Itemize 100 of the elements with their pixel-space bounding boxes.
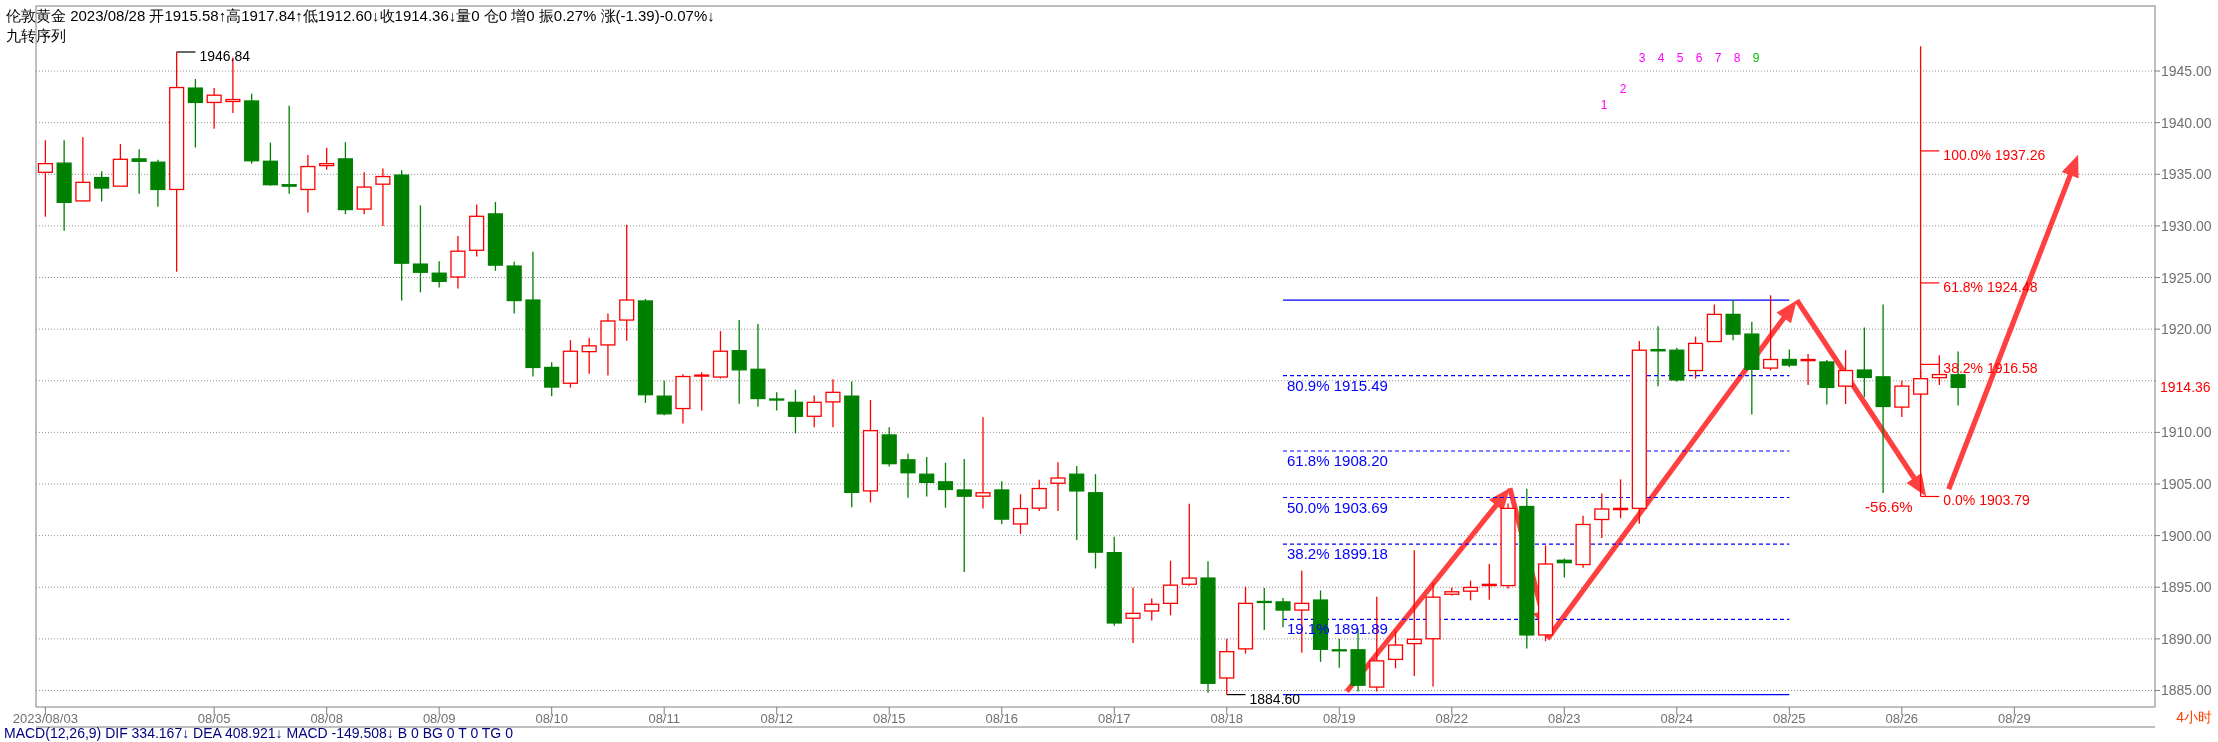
candlestick [300,154,316,214]
x-tick-label: 08/15 [872,711,906,726]
candlestick [281,105,297,195]
x-tick-label: 08/25 [1773,711,1806,726]
y-tick-label: 1910.00 [2161,424,2212,441]
chart-title: 伦敦黄金 2023/08/28 开1915.58↑高1917.84↑低1912.60↓收1914.36↓量0 仓0 增0 振0.27% 涨(-1.39)-0.07%↓ [6,7,715,24]
annotation: 7 [1714,51,1722,65]
candlestick [1856,326,1872,398]
annotation: 8 [1733,51,1741,65]
candlestick [1387,629,1404,670]
text: 4小时 [2176,709,2212,725]
x-tick-label: 08/22 [1435,711,1469,726]
candlestick [1031,479,1047,512]
candlestick [619,224,635,342]
y-tick-label: 1885.00 [2161,682,2212,699]
candlestick [356,171,372,215]
x-tick-label: 08/05 [197,711,231,726]
candlestick [1594,492,1610,539]
candlestick [694,371,710,412]
candlestick [431,260,447,289]
candlestick [1181,503,1197,587]
candlestick [1144,597,1160,622]
y-tick-label: 1890.00 [2161,630,2212,647]
candlestick [600,312,616,377]
y-tick-label: 1900.00 [2161,527,2212,544]
candlestick [1256,587,1272,631]
candlestick [131,148,147,195]
candlestick [956,458,972,573]
series-label: 1884.60 [1249,690,1301,707]
candlestick [94,170,110,203]
y-tick-label: 1925.00 [2161,269,2212,286]
y-tick-label: 1935.00 [2161,166,2212,183]
y-tick-label: 1940.00 [2161,114,2212,131]
candlestick [787,389,804,435]
text: MACD(12,26,9) DIF 334.167↓ DEA 408.921↓ MACD -149.508↓ B 0 BG 0 T 0 TG 0 [4,725,514,741]
candlestick [919,456,935,498]
candlestick [1331,638,1347,669]
y-tick-label: 1930.00 [2161,217,2212,234]
candlestick [825,378,841,428]
x-tick-label: 08/12 [760,711,793,726]
annotation: 5 [1676,51,1684,65]
candlestick [1762,294,1779,372]
candlestick [1050,461,1066,512]
candlestick [581,337,597,375]
y-tick-label: 1905.00 [2161,476,2212,492]
candlestick [412,204,429,294]
x-tick-label: 2023/08/03 [12,711,78,726]
x-tick-label: 08/18 [1210,711,1244,726]
annotation: 1 [1600,98,1608,112]
candlestick [1838,349,1854,405]
text: 1914.36 [2160,379,2211,395]
annotation: 3 [1638,51,1646,65]
series-label: 50.0% 1903.69 [1287,498,1388,516]
candlestick [319,147,335,171]
annotation: 4 [1657,51,1665,65]
candlestick [769,391,785,412]
candlestick [1125,586,1141,644]
x-tick-label: 08/11 [648,711,680,726]
candlestick [206,87,222,130]
series-label: 1946.84 [199,48,251,65]
x-tick-label: 08/16 [985,711,1019,726]
candlestick [1725,299,1741,341]
annotation: 9 [1752,51,1760,65]
annotation: 6 [1695,51,1703,65]
candlestick [900,453,916,499]
candlestick [937,462,954,509]
candlestick [37,139,53,218]
y-tick-label: 1895.00 [2161,579,2212,596]
candlestick [1462,579,1479,601]
candlestick [262,141,278,187]
candlestick [806,394,822,428]
candlestick [1800,353,1816,386]
candlestick [1012,493,1029,535]
candlestick [375,167,391,227]
candlestick [1069,465,1085,541]
candlestick [975,416,991,510]
series-label: 38.2% 1899.18 [1287,545,1388,563]
x-tick-label: 08/09 [422,711,456,726]
annotation: 2 [1619,82,1627,96]
x-tick-label: 08/29 [1998,711,2031,726]
candlestick [544,361,560,397]
candlestick [731,319,747,405]
candlestick [75,136,91,202]
annotation: -56.6% [1865,498,1913,516]
candlestick [656,380,672,416]
x-tick-label: 08/08 [310,711,343,726]
x-tick-label: 08/23 [1548,711,1581,726]
candlestick [1894,380,1910,418]
series-label: 80.9% 1915.49 [1287,376,1388,394]
x-tick-label: 08/26 [1885,711,1919,726]
series-label: 0.0% 1903.79 [1943,492,2030,509]
candlestick [1162,560,1179,616]
x-tick-label: 08/17 [1097,711,1131,726]
x-tick-label: 08/24 [1660,711,1694,726]
y-tick-label: 1945.00 [2161,63,2212,80]
text: 九转序列 [6,27,66,44]
candlestick [187,78,203,149]
series-label: 61.8% 1908.20 [1287,451,1388,469]
series-label: 100.0% 1937.26 [1943,146,2046,163]
x-tick-label: 08/19 [1323,711,1356,726]
